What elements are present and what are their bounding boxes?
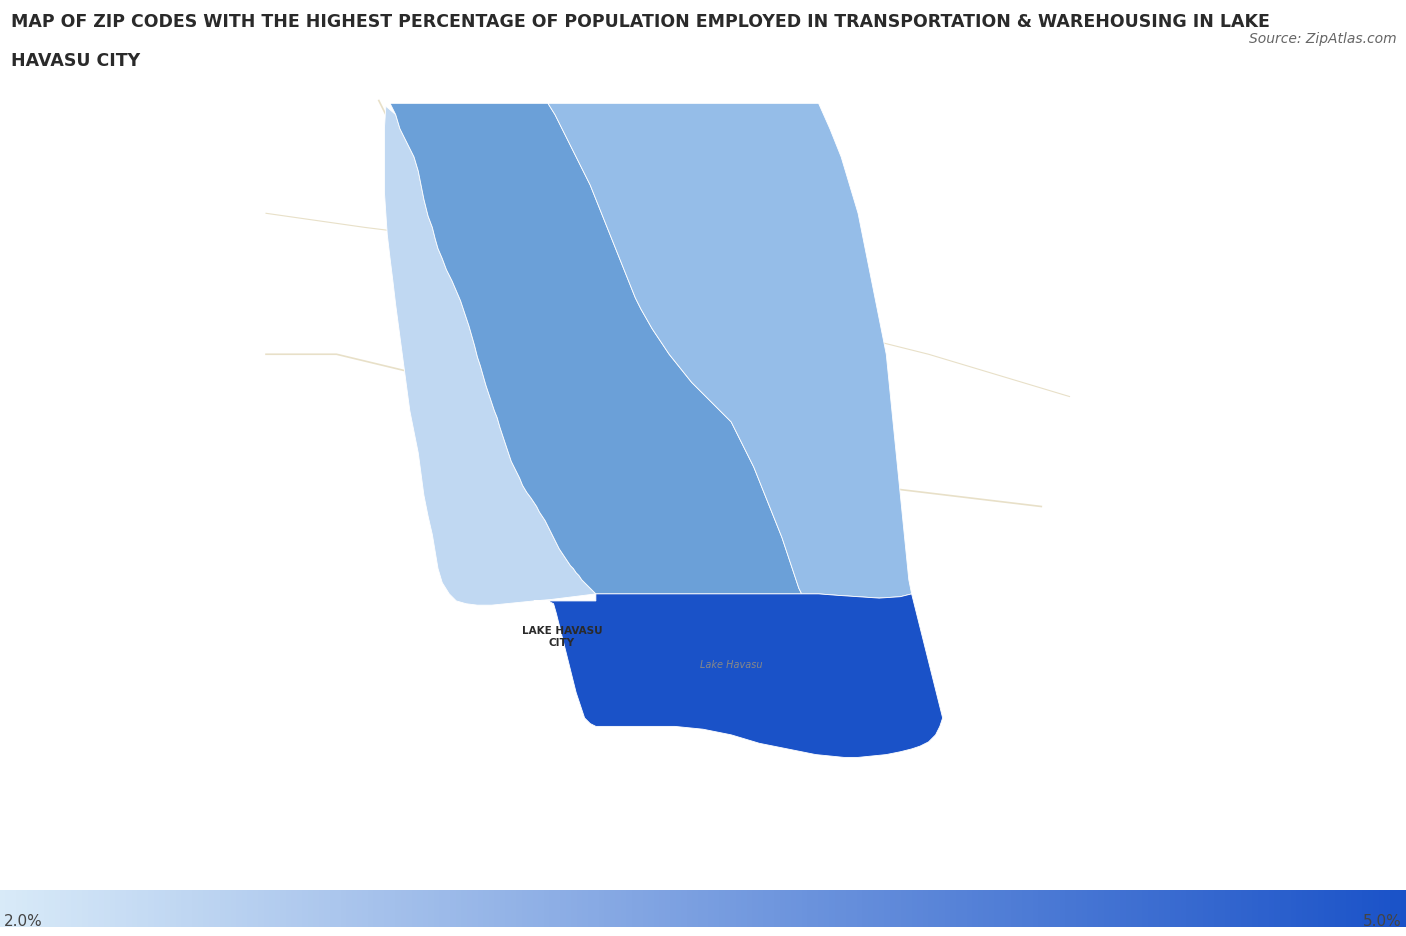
Polygon shape	[548, 104, 911, 598]
Text: Source: ZipAtlas.com: Source: ZipAtlas.com	[1249, 32, 1396, 46]
Text: LAKE HAVASU
CITY: LAKE HAVASU CITY	[522, 625, 602, 648]
Text: Lake Havasu: Lake Havasu	[700, 660, 762, 669]
Text: MAP OF ZIP CODES WITH THE HIGHEST PERCENTAGE OF POPULATION EMPLOYED IN TRANSPORT: MAP OF ZIP CODES WITH THE HIGHEST PERCEN…	[11, 13, 1270, 31]
Text: HAVASU CITY: HAVASU CITY	[11, 52, 141, 70]
Polygon shape	[534, 594, 942, 757]
Polygon shape	[389, 104, 801, 594]
Text: 5.0%: 5.0%	[1362, 913, 1402, 928]
Polygon shape	[384, 107, 596, 606]
Text: 2.0%: 2.0%	[4, 913, 44, 928]
